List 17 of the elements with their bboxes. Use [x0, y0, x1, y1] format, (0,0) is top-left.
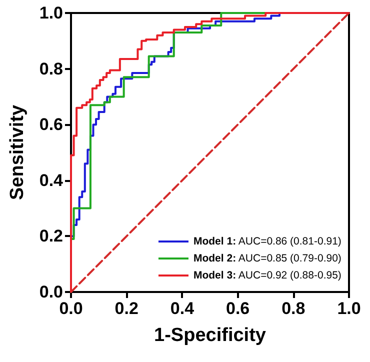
y-tick-label: 0.0	[39, 282, 63, 302]
x-axis-title: 1-Specificity	[154, 325, 266, 346]
y-tick-label: 0.2	[39, 226, 63, 246]
y-tick-label: 0.8	[39, 59, 63, 78]
x-tick-label: 0.8	[282, 299, 306, 318]
x-tick-label: 1.0	[337, 299, 361, 318]
legend-label: Model 1: AUC=0.86 (0.81-0.91)	[193, 236, 342, 248]
y-tick-label: 0.6	[39, 115, 63, 134]
y-tick-label: 0.4	[39, 170, 64, 190]
legend-label: Model 2: AUC=0.85 (0.79-0.90)	[193, 252, 342, 264]
legend-label: Model 3: AUC=0.92 (0.88-0.95)	[193, 270, 342, 282]
y-tick-label: 1.0	[39, 4, 63, 22]
x-tick-label: 0.0	[59, 299, 83, 318]
x-tick-label: 0.2	[114, 299, 138, 318]
x-tick-label: 0.6	[226, 299, 250, 318]
x-tick-label: 0.4	[170, 299, 195, 318]
y-axis-title: Sensitivity	[7, 104, 28, 200]
